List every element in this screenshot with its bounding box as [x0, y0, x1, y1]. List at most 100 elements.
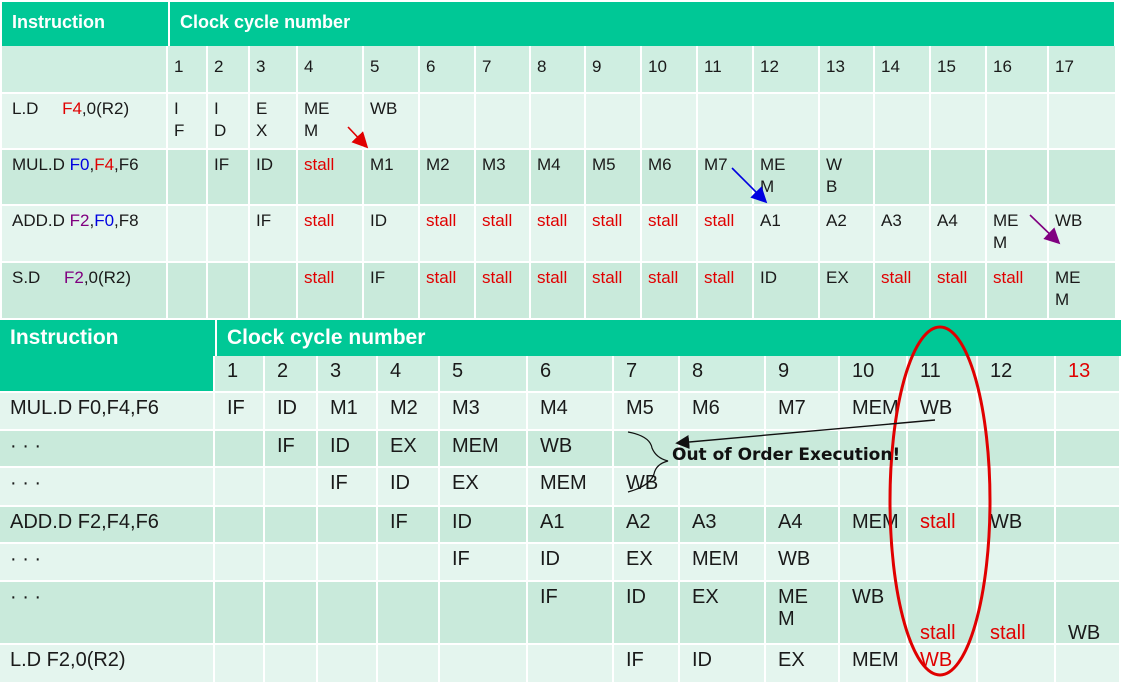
bottom-pipeline-cell: [1056, 507, 1121, 544]
top-pipeline-cell: stall: [420, 263, 476, 320]
top-pipeline-cell: [1049, 150, 1117, 206]
top-pipeline-cell: [168, 150, 208, 206]
top-cycle-header: 8: [531, 46, 586, 94]
top-pipeline-cell: E X: [250, 94, 298, 150]
top-pipeline-cell: M1: [364, 150, 420, 206]
bottom-pipeline-cell: M5: [614, 393, 680, 431]
top-cycle-header: 7: [476, 46, 531, 94]
bottom-pipeline-cell: [318, 582, 378, 645]
bottom-pipeline-cell: EX: [378, 431, 440, 468]
top-pipeline-cell: stall: [476, 263, 531, 320]
top-pipeline-cell: stall: [298, 263, 364, 320]
top-pipeline-cell: stall: [875, 263, 931, 320]
bottom-pipeline-cell: MEM: [680, 544, 766, 582]
bottom-pipeline-cell: EX: [680, 582, 766, 645]
bottom-pipeline-cell: [1056, 468, 1121, 507]
forwarding-arrow-blue: [731, 167, 768, 204]
top-cycle-header: 14: [875, 46, 931, 94]
bottom-pipeline-cell: [680, 468, 766, 507]
top-cycle-header: 5: [364, 46, 420, 94]
bottom-pipeline-cell: [440, 645, 528, 684]
bottom-pipeline-cell: [978, 645, 1056, 684]
top-pipeline-cell: A1: [754, 206, 820, 263]
instruction-register-token: MUL.D: [12, 155, 70, 174]
bottom-pipeline-cell: [680, 431, 766, 468]
top-pipeline-cell: WB: [1049, 206, 1117, 263]
bottom-pipeline-cell: MEM: [840, 645, 908, 684]
bottom-pipeline-cell: ID: [614, 582, 680, 645]
top-cycle-header: 15: [931, 46, 987, 94]
top-cycle-header: 4: [298, 46, 364, 94]
top-pipeline-cell: [1049, 94, 1117, 150]
bottom-pipeline-cell: [840, 544, 908, 582]
bottom-pipeline-cell: ID: [378, 468, 440, 507]
bottom-cycle-header: 13: [1056, 356, 1121, 393]
top-pipeline-cell: stall: [987, 263, 1049, 320]
bottom-cycle-header: 8: [680, 356, 766, 393]
forwarding-arrow-purple: [1029, 214, 1061, 245]
bottom-pipeline-cell: IF: [318, 468, 378, 507]
top-cycle-header: 3: [250, 46, 298, 94]
top-pipeline-cell: ID: [364, 206, 420, 263]
bottom-instruction-label: · · ·: [0, 544, 215, 582]
top-pipeline-cell: M4: [531, 150, 586, 206]
bottom-pipeline-cell: [318, 645, 378, 684]
bottom-pipeline-cell: EX: [614, 544, 680, 582]
top-pipeline-cell: A2: [820, 206, 875, 263]
bottom-pipeline-cell: [215, 468, 265, 507]
bottom-pipeline-cell: stall: [908, 507, 978, 544]
bottom-cycle-header: 3: [318, 356, 378, 393]
instruction-register-token: ,: [89, 211, 95, 230]
bottom-pipeline-cell: [978, 393, 1056, 431]
bottom-pipeline-cell: [908, 468, 978, 507]
bottom-pipeline-cell: [378, 544, 440, 582]
top-pipeline-cell: M5: [586, 150, 642, 206]
bottom-clock-header: Clock cycle number: [217, 320, 1121, 356]
bottom-pipeline-cell: M3: [440, 393, 528, 431]
bottom-pipeline-cell: WB: [1056, 582, 1121, 645]
bottom-pipeline-cell: [528, 645, 614, 684]
top-pipeline-cell: IF: [364, 263, 420, 320]
bottom-pipeline-cell: IF: [528, 582, 614, 645]
bottom-pipeline-cell: WB: [766, 544, 840, 582]
top-pipeline-cell: stall: [298, 150, 364, 206]
top-pipeline-cell: stall: [586, 206, 642, 263]
bottom-pipeline-cell: [1056, 393, 1121, 431]
bottom-pipeline-cell: A1: [528, 507, 614, 544]
bottom-cycle-header: 1: [215, 356, 265, 393]
bottom-pipeline-cell: [318, 507, 378, 544]
instruction-register-token: ,F8: [114, 211, 139, 230]
bottom-pipeline-cell: [318, 544, 378, 582]
bottom-instruction-label: · · ·: [0, 431, 215, 468]
instruction-register-token: F4: [62, 99, 82, 118]
bottom-pipeline-cell: [840, 431, 908, 468]
bottom-cycle-header: 4: [378, 356, 440, 393]
top-pipeline-cell: [875, 150, 931, 206]
out-of-order-arrow: [675, 419, 936, 449]
top-pipeline-cell: IF: [208, 150, 250, 206]
top-pipeline-cell: [698, 94, 754, 150]
top-pipeline-cell: stall: [642, 206, 698, 263]
bottom-pipeline-cell: [766, 468, 840, 507]
bottom-pipeline-cell: [378, 645, 440, 684]
top-pipeline-cell: stall: [420, 206, 476, 263]
top-pipeline-cell: M2: [420, 150, 476, 206]
bottom-pipeline-cell: [378, 582, 440, 645]
instruction-register-token: F0: [94, 211, 115, 230]
bottom-pipeline-cell: [265, 645, 318, 684]
bottom-pipeline-cell: IF: [614, 645, 680, 684]
bottom-pipeline-cell: MEM: [528, 468, 614, 507]
bottom-pipeline-cell: [215, 544, 265, 582]
top-cycle-header: 10: [642, 46, 698, 94]
bottom-pipeline-cell: stall: [908, 582, 978, 645]
top-pipeline-cell: [987, 94, 1049, 150]
bottom-pipeline-cell: WB: [908, 393, 978, 431]
bottom-pipeline-cell: EX: [440, 468, 528, 507]
top-pipeline-cell: WB: [364, 94, 420, 150]
bottom-instruction-label: L.D F2,0(R2): [0, 645, 215, 684]
bottom-pipeline-cell: M7: [766, 393, 840, 431]
bottom-pipeline-cell: [265, 468, 318, 507]
bottom-pipeline-cell: [614, 431, 680, 468]
bottom-instruction-label: · · ·: [0, 468, 215, 507]
instruction-register-token: S.D: [12, 268, 64, 287]
